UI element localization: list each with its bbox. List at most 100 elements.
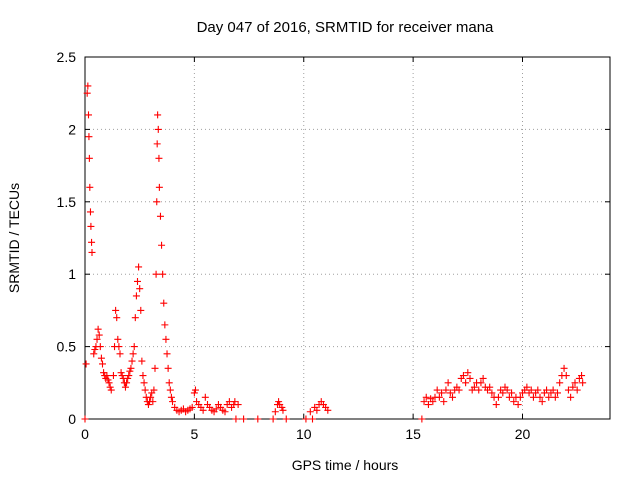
data-point	[164, 364, 172, 372]
data-point	[85, 133, 93, 141]
data-point	[449, 393, 456, 401]
data-point	[545, 393, 553, 401]
data-points	[81, 82, 587, 423]
data-point	[141, 386, 149, 394]
data-point	[240, 415, 248, 423]
x-tick-label: 15	[405, 426, 421, 442]
y-tick-label: 0.5	[57, 339, 77, 355]
x-tick-label: 10	[296, 426, 312, 442]
data-point	[87, 222, 95, 230]
data-point	[91, 345, 99, 353]
data-point	[567, 393, 575, 401]
data-point	[155, 183, 163, 191]
data-point	[201, 393, 209, 401]
data-point	[440, 398, 448, 406]
data-point	[479, 374, 487, 382]
data-point	[579, 379, 587, 387]
data-point	[302, 415, 310, 423]
data-point	[121, 383, 129, 391]
data-point	[128, 357, 136, 365]
data-point	[129, 350, 137, 358]
data-point	[152, 270, 160, 278]
x-tick-label: 5	[190, 426, 198, 442]
data-point	[153, 198, 161, 206]
data-point	[86, 208, 94, 216]
data-point	[231, 398, 239, 406]
data-point	[510, 398, 518, 406]
data-point	[95, 331, 103, 339]
data-point	[499, 389, 507, 397]
data-point	[161, 321, 169, 329]
data-point	[82, 360, 90, 368]
data-point	[462, 379, 470, 387]
data-point	[138, 357, 146, 365]
data-point	[169, 398, 176, 406]
data-point	[160, 299, 168, 307]
data-point	[324, 406, 332, 414]
data-point	[109, 372, 117, 380]
y-tick-label: 1	[68, 266, 76, 282]
data-point	[420, 398, 428, 406]
data-point	[309, 415, 316, 423]
data-point	[254, 415, 262, 423]
data-point	[536, 393, 544, 401]
grid	[85, 57, 610, 419]
data-point	[190, 389, 198, 397]
data-point	[107, 386, 115, 394]
chart-title: Day 047 of 2016, SRMTID for receiver man…	[197, 19, 494, 36]
data-point	[153, 140, 161, 148]
data-point	[282, 415, 290, 423]
data-point	[269, 415, 277, 423]
data-point	[503, 386, 511, 394]
y-tick-label: 0	[68, 411, 76, 427]
data-point	[191, 386, 199, 394]
data-point	[90, 350, 98, 358]
data-point	[155, 154, 163, 162]
data-point	[418, 415, 426, 423]
data-point	[159, 270, 167, 278]
data-point	[516, 393, 524, 401]
data-point	[131, 314, 139, 322]
data-point	[86, 183, 94, 191]
data-point	[97, 354, 105, 362]
data-point	[569, 383, 577, 391]
data-point	[422, 393, 430, 401]
data-point	[118, 372, 126, 380]
x-tick-labels: 0 5 10 15 20	[81, 426, 530, 442]
data-point	[117, 369, 125, 377]
data-point	[163, 350, 171, 358]
data-point	[137, 306, 145, 314]
data-point	[523, 383, 531, 391]
y-tick-label: 2.5	[57, 49, 77, 65]
data-point	[105, 379, 113, 387]
data-point	[212, 405, 220, 413]
data-point	[151, 364, 159, 372]
data-point	[234, 401, 242, 409]
data-point	[125, 372, 133, 380]
data-point	[103, 372, 111, 380]
data-point	[83, 89, 91, 97]
data-point	[113, 314, 121, 322]
data-point	[123, 379, 131, 387]
data-point	[150, 386, 158, 394]
data-point	[94, 325, 102, 333]
data-point	[166, 386, 174, 394]
data-point	[85, 154, 93, 162]
data-point	[527, 386, 535, 394]
data-point	[429, 398, 437, 406]
data-point	[199, 406, 207, 414]
data-point	[459, 372, 467, 380]
data-point	[556, 379, 564, 387]
y-tick-label: 2	[68, 121, 76, 137]
plot-frame	[84, 56, 611, 420]
data-point	[165, 379, 173, 387]
data-point	[232, 415, 240, 423]
data-point	[543, 386, 551, 394]
data-point	[571, 379, 579, 387]
data-point	[464, 369, 472, 377]
data-point	[529, 393, 537, 401]
x-axis-label: GPS time / hours	[292, 457, 399, 473]
data-point	[134, 277, 141, 285]
data-point	[81, 415, 89, 423]
data-point	[444, 379, 452, 387]
